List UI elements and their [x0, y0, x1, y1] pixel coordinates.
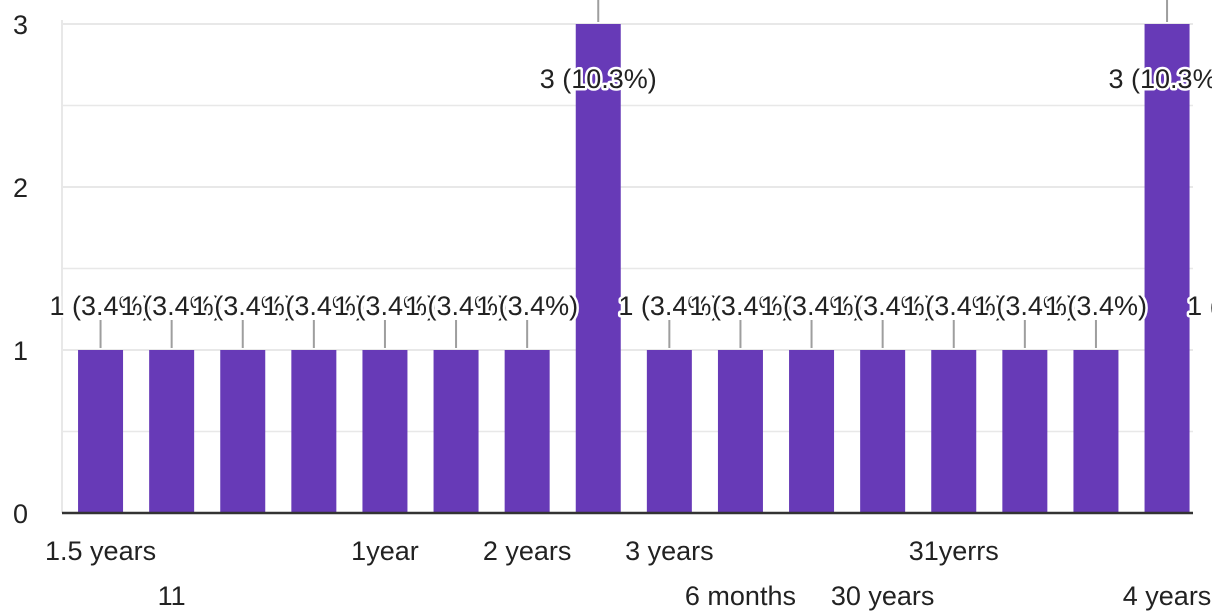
data-label: 1 (3.4%): [263, 291, 365, 321]
bar: [78, 350, 124, 513]
x-tick-label: 1year: [351, 536, 419, 566]
x-tick-label: 1.5 years: [45, 536, 156, 566]
data-label: 1 (3.4%): [1187, 291, 1212, 321]
x-tick-label: 31yerrs: [909, 536, 999, 566]
bar: [717, 350, 763, 513]
data-label: 1 (3.4%): [903, 291, 1005, 321]
bar: [1002, 350, 1048, 513]
data-label: 1 (3.4%): [761, 291, 863, 321]
bar: [789, 350, 835, 513]
bar: [860, 350, 906, 513]
x-tick-label: 4 years: [1123, 581, 1212, 611]
data-label: 1 (3.4%): [334, 291, 436, 321]
data-label: 3 (10.3%): [1109, 64, 1212, 94]
data-label: 3 (10.3%): [540, 64, 657, 94]
x-tick-label: 2 years: [483, 536, 572, 566]
data-label: 1 (3.4%): [974, 291, 1076, 321]
data-label: 1 (3.4%): [405, 291, 507, 321]
bar: [1144, 24, 1190, 513]
x-tick-label: 30 years: [831, 581, 935, 611]
y-tick-label: 0: [13, 499, 28, 529]
data-label: 1 (3.4%): [1045, 291, 1147, 321]
data-label: 1 (3.4%): [50, 291, 152, 321]
bar: [220, 350, 266, 513]
bar: [433, 350, 479, 513]
y-tick-label: 2: [13, 173, 28, 203]
bars: [78, 24, 1190, 513]
data-label: 1 (3.4%): [618, 291, 720, 321]
x-tick-label: 11: [158, 581, 186, 611]
data-label: 1 (3.4%): [832, 291, 934, 321]
y-tick-label: 1: [13, 336, 28, 366]
bar: [646, 350, 692, 513]
bar: [931, 350, 977, 513]
data-label: 1 (3.4%): [476, 291, 578, 321]
bar: [1073, 350, 1119, 513]
bar: [362, 350, 408, 513]
data-label: 1 (3.4%): [689, 291, 791, 321]
bar: [504, 350, 550, 513]
x-tick-label: 3 years: [625, 536, 714, 566]
data-label: 1 (3.4%): [192, 291, 294, 321]
data-labels: 1 (3.4%)1 (3.4%)1 (3.4%)1 (3.4%)1 (3.4%)…: [47, 0, 1212, 348]
data-label: 1 (3.4%): [121, 291, 223, 321]
bar: [291, 350, 337, 513]
bar: [149, 350, 195, 513]
x-tick-label: 6 months: [685, 581, 796, 611]
bar: [575, 24, 621, 513]
y-tick-label: 3: [13, 10, 28, 40]
